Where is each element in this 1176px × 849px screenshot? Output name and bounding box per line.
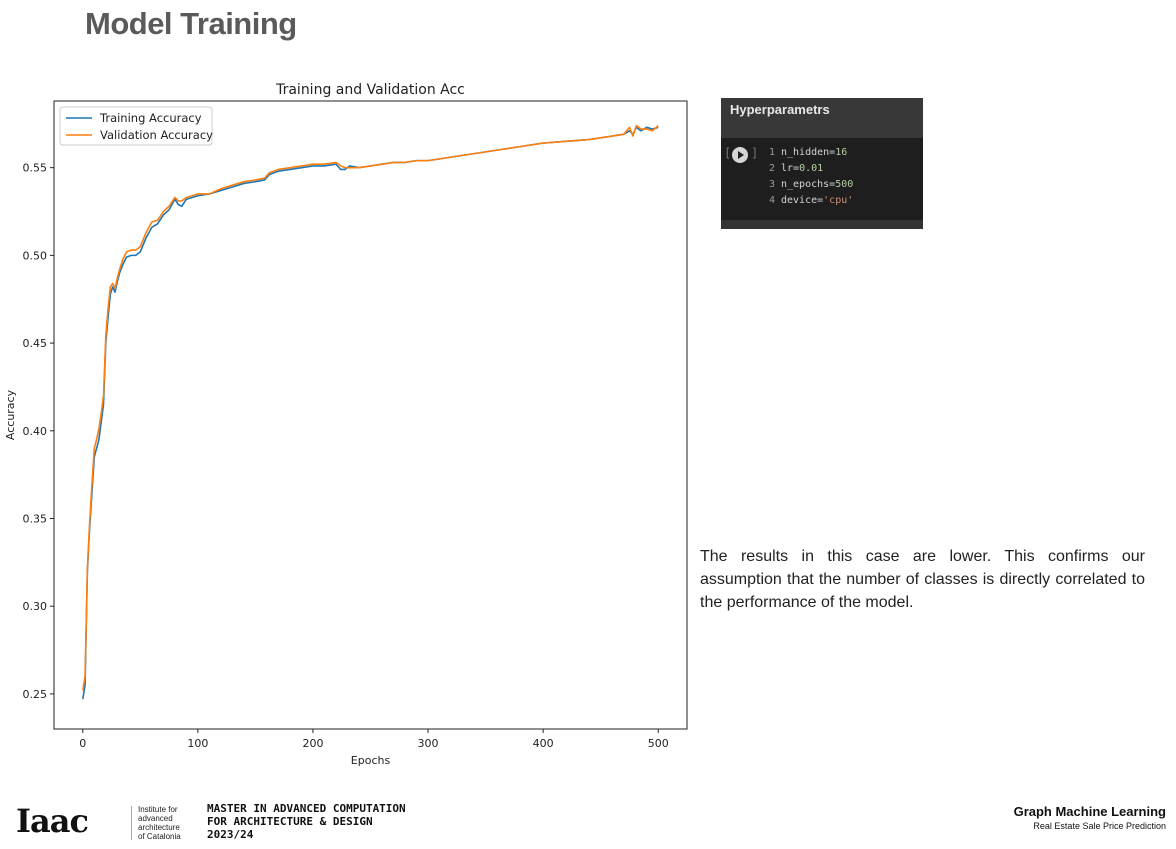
legend-box: [59, 106, 213, 146]
code-cell-footer: [721, 220, 923, 229]
code-value: 500: [835, 179, 854, 190]
program-name: MASTER IN ADVANCED COMPUTATION FOR ARCHI…: [207, 802, 406, 841]
legend: Training Accuracy Validation Accuracy: [59, 106, 213, 146]
institute-line: advanced: [138, 814, 173, 823]
y-tick-label: 0.55: [23, 162, 48, 175]
x-tick-label: 400: [533, 737, 554, 750]
commentary-text: The results in this case are lower. This…: [700, 548, 1145, 611]
program-line: 2023/24: [207, 828, 254, 841]
code-name: n_hidden=: [781, 147, 836, 158]
institute-name: Institute for advanced architecture of C…: [138, 805, 198, 841]
page-title: Model Training: [85, 6, 297, 41]
line-number: 1: [769, 147, 776, 158]
code-line: 2 lr=0.01: [769, 163, 823, 174]
code-name: n_epochs=: [781, 179, 836, 190]
line-number: 2: [769, 163, 776, 174]
institute-line: architecture: [138, 823, 180, 832]
y-tick-label: 0.50: [23, 249, 48, 262]
code-line: 1 n_hidden=16: [769, 147, 847, 158]
x-axis-label: Epochs: [351, 754, 391, 767]
plot-area: [53, 100, 688, 730]
code-value: 'cpu': [823, 195, 854, 206]
code-name: device=: [781, 195, 824, 206]
code-name: lr=: [781, 163, 800, 174]
x-tick-label: 500: [648, 737, 669, 750]
institute-line: of Catalonia: [138, 832, 181, 841]
chart-title: Training and Validation Acc: [275, 82, 465, 98]
play-icon[interactable]: [732, 147, 748, 163]
line-number: 4: [769, 195, 776, 206]
code-cell-body: [ ] 1 n_hidden=16 2 lr=0.01 3 n_epochs=500 4 de…: [721, 138, 923, 220]
line-number: 3: [769, 179, 776, 190]
x-tick-label: 200: [302, 737, 323, 750]
hyperparameters-code-cell: Hyperparametrs [ ] 1 n_hidden=16 2 lr=0.01 3…: [721, 98, 923, 229]
legend-label: Validation Accuracy: [100, 128, 213, 142]
x-tick-label: 100: [187, 737, 208, 750]
accuracy-chart-svg: Training and Validation Acc Epochs Accurac…: [4, 82, 688, 767]
iaac-logo: Iaac: [16, 802, 89, 840]
series-layer: [81, 124, 659, 700]
program-line: MASTER IN ADVANCED COMPUTATION: [207, 802, 406, 815]
program-line: FOR ARCHITECTURE & DESIGN: [207, 815, 373, 828]
code-value: 0.01: [799, 163, 824, 174]
y-tick-label: 0.45: [23, 337, 48, 350]
y-tick-label: 0.35: [23, 512, 48, 525]
course-title: Graph Machine Learning: [1013, 804, 1166, 819]
legend-label: Training Accuracy: [99, 111, 202, 125]
plot-frame: [53, 100, 688, 730]
code-line: 4 device='cpu': [769, 195, 853, 206]
axes: Training and Validation Acc Epochs Accurac…: [4, 82, 669, 767]
y-axis-label: Accuracy: [4, 389, 17, 440]
course-subtitle: Real Estate Sale Price Prediction: [1033, 821, 1166, 831]
x-tick-label: 0: [79, 737, 86, 750]
institute-line: Institute for: [138, 805, 178, 814]
accuracy-chart: Training and Validation Acc Epochs Accurac…: [0, 76, 700, 776]
y-tick-label: 0.25: [23, 688, 48, 701]
code-cell-header: Hyperparametrs: [721, 98, 923, 138]
code-line: 3 n_epochs=500: [769, 179, 853, 190]
y-tick-label: 0.30: [23, 600, 48, 613]
run-bracket-open: [: [724, 146, 732, 160]
series-line-validation-accuracy: [81, 124, 659, 691]
run-bracket-close: ]: [751, 146, 759, 160]
y-tick-label: 0.40: [23, 425, 48, 438]
logo-divider: [131, 806, 132, 840]
code-value: 16: [835, 147, 848, 158]
x-tick-label: 300: [418, 737, 439, 750]
